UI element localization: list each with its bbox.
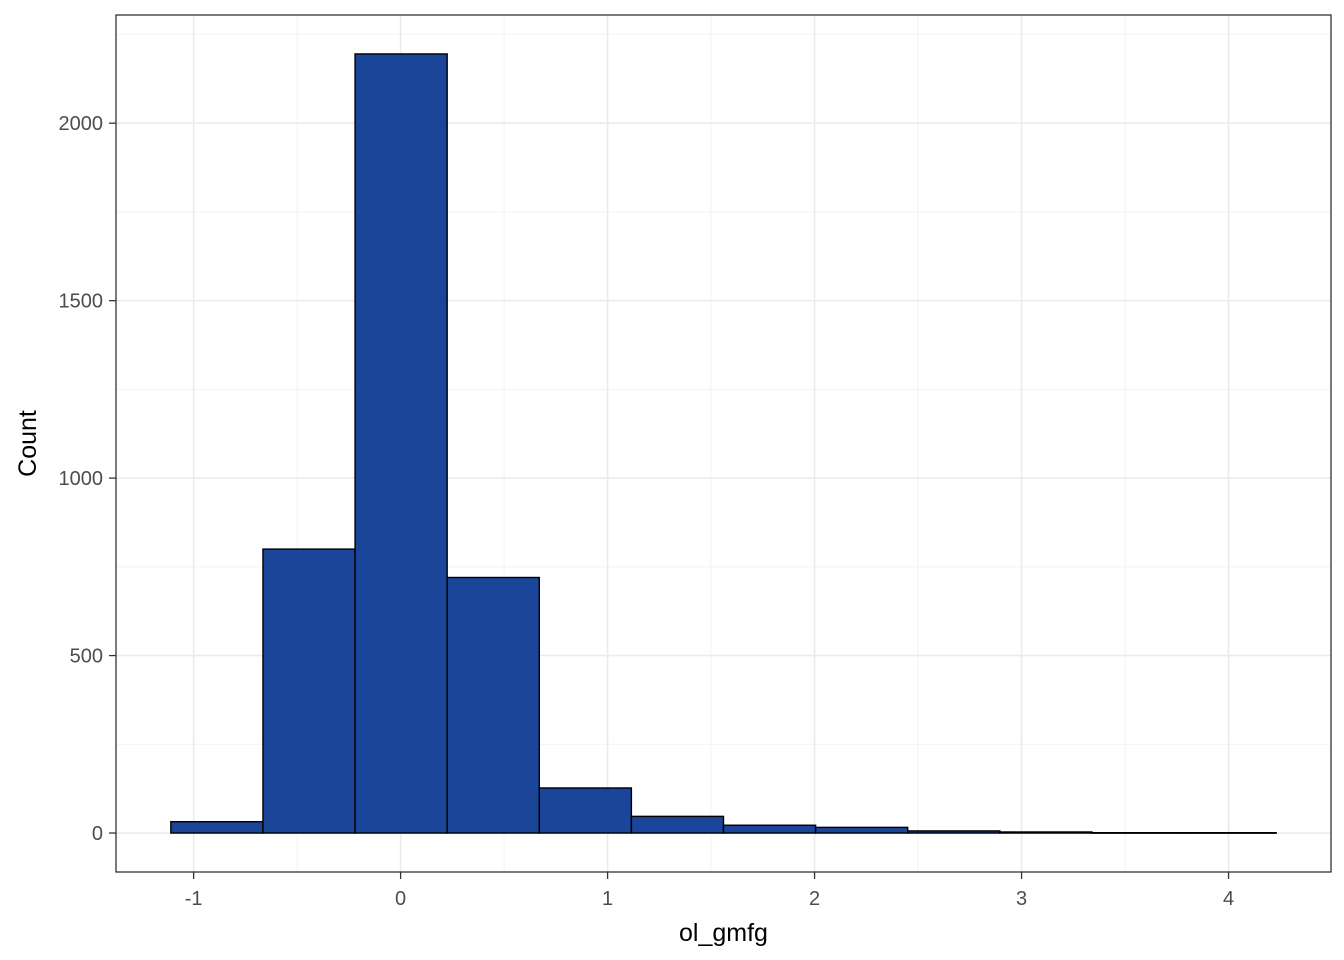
x-axis-title: ol_gmfg [679, 919, 768, 947]
histogram-bar-1 [262, 548, 356, 834]
histogram-bar-2 [354, 53, 448, 834]
x-tick-label: 1 [602, 888, 613, 910]
histogram-bar-0 [170, 820, 264, 834]
y-tick-label: 2000 [59, 113, 104, 135]
histogram-bar-8 [907, 830, 1001, 834]
x-tick-label: 2 [809, 888, 820, 910]
y-axis-title: Count [14, 410, 42, 477]
histogram-bar-10 [1091, 831, 1185, 834]
histogram-bar-9 [999, 831, 1093, 834]
histogram-bars [170, 53, 1277, 834]
y-tick-label: 500 [70, 646, 103, 668]
histogram-bar-5 [630, 815, 725, 834]
x-tick-label: 0 [395, 888, 406, 910]
x-tick-label: 4 [1223, 888, 1234, 910]
histogram-bar-7 [814, 826, 909, 834]
y-tick-label: 1000 [59, 468, 104, 490]
x-tick-label: 3 [1016, 888, 1027, 910]
y-tick-label: 1500 [59, 291, 104, 313]
histogram-bar-4 [538, 787, 633, 834]
histogram-bar-6 [722, 824, 817, 834]
y-tick-label: 0 [92, 823, 103, 845]
y-axis-ticks: 0 500 1000 1500 2000 [59, 113, 116, 845]
x-axis-ticks: -1 0 1 2 3 4 [185, 872, 1234, 910]
x-tick-label: -1 [185, 888, 203, 910]
panel-border [115, 14, 1332, 873]
histogram-bar-3 [446, 576, 540, 834]
histogram-bar-11 [1183, 831, 1277, 834]
